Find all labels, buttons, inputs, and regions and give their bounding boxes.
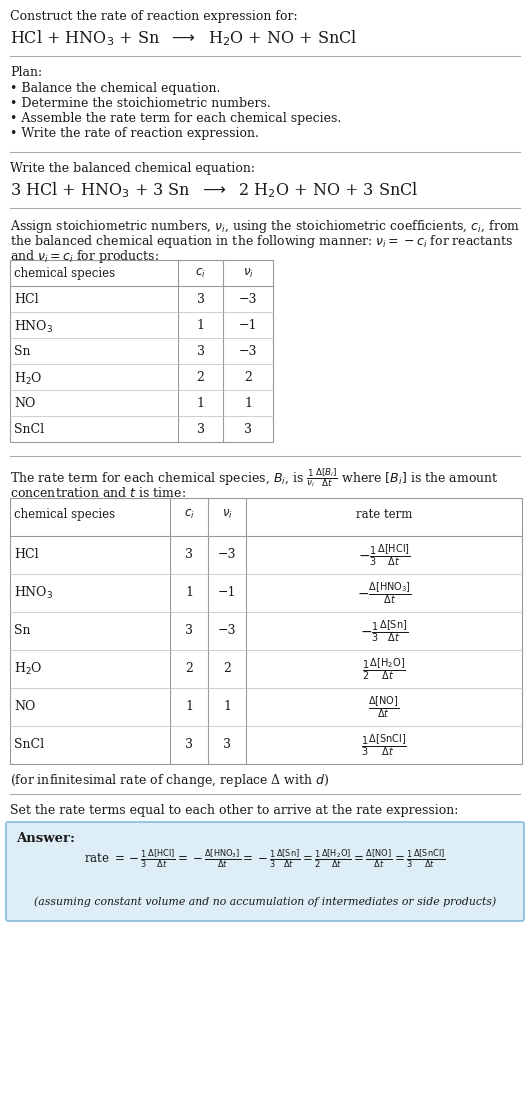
Text: 3: 3 (185, 625, 193, 637)
Text: $-\frac{\Delta[\mathrm{HNO_3}]}{\Delta t}$: $-\frac{\Delta[\mathrm{HNO_3}]}{\Delta t… (357, 581, 411, 606)
Text: • Determine the stoichiometric numbers.: • Determine the stoichiometric numbers. (10, 98, 271, 110)
Text: 1: 1 (197, 319, 205, 332)
Text: HNO$_3$: HNO$_3$ (14, 319, 53, 335)
Text: 3: 3 (197, 345, 205, 358)
Text: 2: 2 (185, 663, 193, 676)
Text: HCl + HNO$_3$ + Sn  $\longrightarrow$  H$_2$O + NO + SnCl: HCl + HNO$_3$ + Sn $\longrightarrow$ H$_… (10, 28, 357, 48)
Text: $\nu_i$: $\nu_i$ (222, 507, 233, 521)
Text: 3: 3 (197, 293, 205, 306)
Text: SnCl: SnCl (14, 423, 44, 437)
Text: Write the balanced chemical equation:: Write the balanced chemical equation: (10, 162, 255, 175)
Text: 3: 3 (223, 739, 231, 751)
Text: 1: 1 (244, 397, 252, 410)
Text: • Assemble the rate term for each chemical species.: • Assemble the rate term for each chemic… (10, 112, 341, 125)
Text: 3: 3 (197, 423, 205, 437)
Text: HNO$_3$: HNO$_3$ (14, 585, 53, 601)
Text: 3: 3 (185, 739, 193, 751)
Text: 2: 2 (223, 663, 231, 676)
Text: −3: −3 (238, 293, 257, 306)
Text: (assuming constant volume and no accumulation of intermediates or side products): (assuming constant volume and no accumul… (34, 896, 496, 906)
Text: $\frac{\Delta[\mathrm{NO}]}{\Delta t}$: $\frac{\Delta[\mathrm{NO}]}{\Delta t}$ (368, 694, 400, 720)
Text: $\frac{1}{3}\frac{\Delta[\mathrm{SnCl}]}{\Delta t}$: $\frac{1}{3}\frac{\Delta[\mathrm{SnCl}]}… (361, 732, 407, 758)
Text: −3: −3 (218, 625, 236, 637)
Text: −1: −1 (218, 586, 236, 599)
Text: H$_2$O: H$_2$O (14, 661, 42, 677)
Text: $\frac{1}{2}\frac{\Delta[\mathrm{H_2O}]}{\Delta t}$: $\frac{1}{2}\frac{\Delta[\mathrm{H_2O}]}… (362, 656, 406, 681)
Bar (10, 497, 522, 765)
Text: 1: 1 (197, 397, 205, 410)
Text: (for infinitesimal rate of change, replace Δ with $d$): (for infinitesimal rate of change, repla… (10, 772, 330, 789)
Text: Assign stoichiometric numbers, $\nu_i$, using the stoichiometric coefficients, $: Assign stoichiometric numbers, $\nu_i$, … (10, 218, 520, 235)
Text: • Balance the chemical equation.: • Balance the chemical equation. (10, 82, 220, 95)
Text: 3: 3 (244, 423, 252, 437)
Text: NO: NO (14, 700, 36, 714)
Text: $-\frac{1}{3}\frac{\Delta[\mathrm{HCl}]}{\Delta t}$: $-\frac{1}{3}\frac{\Delta[\mathrm{HCl}]}… (358, 542, 410, 568)
Text: NO: NO (14, 397, 36, 410)
Text: $\nu_i$: $\nu_i$ (243, 267, 253, 280)
Text: SnCl: SnCl (14, 739, 44, 751)
Text: Plan:: Plan: (10, 66, 42, 79)
Text: 1: 1 (185, 586, 193, 599)
Text: the balanced chemical equation in the following manner: $\nu_i = -c_i$ for react: the balanced chemical equation in the fo… (10, 233, 513, 250)
Text: 2: 2 (244, 371, 252, 384)
Text: rate $= -\frac{1}{3}\frac{\Delta[\mathrm{HCl}]}{\Delta t} = -\frac{\Delta[\mathr: rate $= -\frac{1}{3}\frac{\Delta[\mathrm… (84, 848, 446, 870)
Text: The rate term for each chemical species, $B_i$, is $\frac{1}{\nu_i}\frac{\Delta[: The rate term for each chemical species,… (10, 466, 499, 489)
FancyBboxPatch shape (6, 822, 524, 921)
Text: chemical species: chemical species (14, 507, 115, 521)
Text: 3: 3 (185, 548, 193, 562)
Text: −3: −3 (218, 548, 236, 562)
Text: $c_i$: $c_i$ (195, 267, 206, 280)
Text: concentration and $t$ is time:: concentration and $t$ is time: (10, 486, 186, 500)
Text: HCl: HCl (14, 293, 39, 306)
Text: H$_2$O: H$_2$O (14, 371, 42, 387)
Text: −1: −1 (238, 319, 257, 332)
Text: $-\frac{1}{3}\frac{\Delta[\mathrm{Sn}]}{\Delta t}$: $-\frac{1}{3}\frac{\Delta[\mathrm{Sn}]}{… (360, 618, 408, 644)
Text: −3: −3 (238, 345, 257, 358)
Text: 1: 1 (223, 700, 231, 714)
Text: Construct the rate of reaction expression for:: Construct the rate of reaction expressio… (10, 10, 298, 23)
Text: • Write the rate of reaction expression.: • Write the rate of reaction expression. (10, 127, 259, 140)
Text: 1: 1 (185, 700, 193, 714)
Text: rate term: rate term (356, 507, 412, 521)
Text: Set the rate terms equal to each other to arrive at the rate expression:: Set the rate terms equal to each other t… (10, 804, 458, 817)
Text: Sn: Sn (14, 625, 31, 637)
Text: 3 HCl + HNO$_3$ + 3 Sn  $\longrightarrow$  2 H$_2$O + NO + 3 SnCl: 3 HCl + HNO$_3$ + 3 Sn $\longrightarrow$… (10, 179, 419, 199)
Bar (10, 260, 273, 442)
Text: HCl: HCl (14, 548, 39, 562)
Text: Sn: Sn (14, 345, 31, 358)
Text: and $\nu_i = c_i$ for products:: and $\nu_i = c_i$ for products: (10, 248, 159, 265)
Text: chemical species: chemical species (14, 267, 115, 280)
Text: Answer:: Answer: (16, 832, 75, 845)
Text: $c_i$: $c_i$ (183, 507, 195, 521)
Text: 2: 2 (197, 371, 205, 384)
